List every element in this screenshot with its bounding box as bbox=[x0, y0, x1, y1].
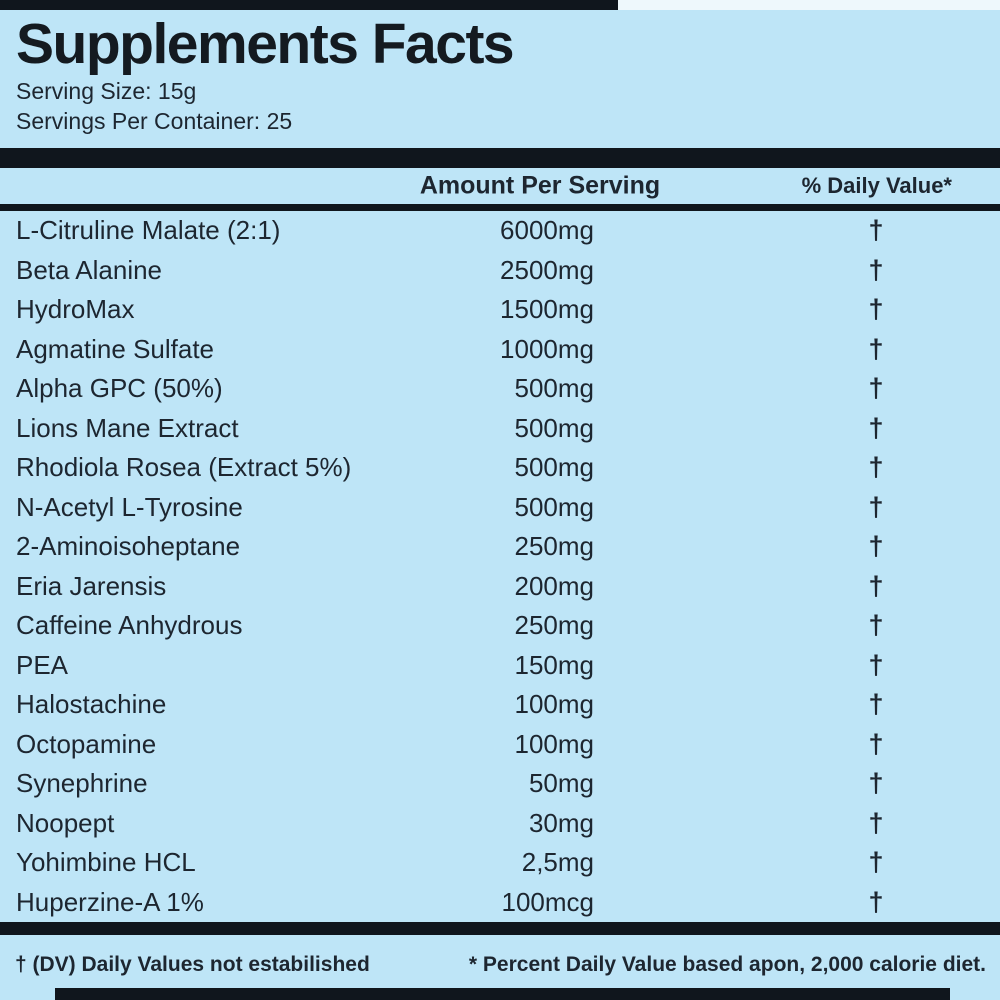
column-header-daily-value: % Daily Value* bbox=[801, 173, 952, 198]
table-row: N-Acetyl L-Tyrosine 500mg † bbox=[0, 488, 1000, 528]
top-border-bar bbox=[0, 0, 618, 10]
top-edge-strip bbox=[0, 0, 1000, 10]
table-row: Halostachine 100mg † bbox=[0, 685, 1000, 725]
ingredient-daily-value-dagger: † bbox=[868, 728, 884, 759]
ingredient-name: Octopamine bbox=[16, 728, 157, 759]
ingredient-daily-value-dagger: † bbox=[868, 847, 884, 878]
ingredient-name: L-Citruline Malate (2:1) bbox=[16, 215, 281, 246]
ingredient-amount: 500mg bbox=[514, 412, 595, 443]
divider-thick-bottom bbox=[0, 922, 1000, 935]
ingredient-amount: 1000mg bbox=[500, 333, 594, 364]
ingredient-name: Alpha GPC (50%) bbox=[16, 373, 223, 404]
ingredient-amount: 100mg bbox=[514, 689, 595, 720]
table-row: 2-Aminoisoheptane 250mg † bbox=[0, 527, 1000, 567]
footnote-daily-values-not-established: † (DV) Daily Values not estabilished bbox=[15, 952, 370, 976]
ingredient-amount: 30mg bbox=[528, 807, 594, 838]
ingredient-table: L-Citruline Malate (2:1) 6000mg † Beta A… bbox=[0, 211, 1000, 922]
table-row: Rhodiola Rosea (Extract 5%) 500mg † bbox=[0, 448, 1000, 488]
ingredient-daily-value-dagger: † bbox=[868, 570, 884, 601]
table-row: HydroMax 1500mg † bbox=[0, 290, 1000, 330]
ingredient-daily-value-dagger: † bbox=[868, 689, 884, 720]
table-row: Beta Alanine 2500mg † bbox=[0, 251, 1000, 291]
ingredient-amount: 150mg bbox=[514, 649, 595, 680]
ingredient-name: Caffeine Anhydrous bbox=[16, 610, 243, 641]
table-row: Huperzine-A 1% 100mcg † bbox=[0, 883, 1000, 923]
ingredient-amount: 500mg bbox=[514, 373, 595, 404]
ingredient-amount: 6000mg bbox=[500, 215, 594, 246]
ingredient-amount: 50mg bbox=[528, 768, 594, 799]
table-row: PEA 150mg † bbox=[0, 646, 1000, 686]
table-row: Caffeine Anhydrous 250mg † bbox=[0, 606, 1000, 646]
ingredient-daily-value-dagger: † bbox=[868, 649, 884, 680]
ingredient-name: Agmatine Sulfate bbox=[16, 333, 215, 364]
table-row: Alpha GPC (50%) 500mg † bbox=[0, 369, 1000, 409]
ingredient-name: Eria Jarensis bbox=[16, 570, 167, 601]
ingredient-daily-value-dagger: † bbox=[868, 610, 884, 641]
table-row: Yohimbine HCL 2,5mg † bbox=[0, 843, 1000, 883]
bottom-border-bar bbox=[55, 988, 950, 1000]
serving-size-text: Serving Size: 15g bbox=[16, 78, 197, 104]
table-row: Octopamine 100mg † bbox=[0, 725, 1000, 765]
ingredient-daily-value-dagger: † bbox=[868, 807, 884, 838]
ingredient-name: N-Acetyl L-Tyrosine bbox=[16, 491, 243, 522]
ingredient-amount: 250mg bbox=[514, 531, 595, 562]
table-row: Lions Mane Extract 500mg † bbox=[0, 409, 1000, 449]
table-row: L-Citruline Malate (2:1) 6000mg † bbox=[0, 211, 1000, 251]
ingredient-daily-value-dagger: † bbox=[868, 254, 884, 285]
page-title: Supplements Facts bbox=[16, 12, 515, 76]
ingredient-daily-value-dagger: † bbox=[868, 531, 884, 562]
ingredient-amount: 1500mg bbox=[500, 294, 594, 325]
ingredient-daily-value-dagger: † bbox=[868, 491, 884, 522]
ingredient-name: Lions Mane Extract bbox=[16, 412, 239, 443]
ingredient-name: Huperzine-A 1% bbox=[16, 886, 204, 917]
ingredient-amount: 2500mg bbox=[500, 254, 594, 285]
ingredient-daily-value-dagger: † bbox=[868, 768, 884, 799]
ingredient-amount: 100mg bbox=[514, 728, 595, 759]
ingredient-daily-value-dagger: † bbox=[868, 215, 884, 246]
ingredient-name: Noopept bbox=[16, 807, 115, 838]
ingredient-amount: 100mcg bbox=[501, 886, 595, 917]
column-header-amount-per-serving: Amount Per Serving bbox=[419, 171, 661, 200]
ingredient-amount: 500mg bbox=[514, 491, 595, 522]
ingredient-name: Yohimbine HCL bbox=[16, 847, 196, 878]
ingredient-name: PEA bbox=[16, 649, 69, 680]
ingredient-daily-value-dagger: † bbox=[868, 333, 884, 364]
servings-per-container-text: Servings Per Container: 25 bbox=[16, 108, 293, 134]
divider-under-header bbox=[0, 204, 1000, 211]
ingredient-daily-value-dagger: † bbox=[868, 373, 884, 404]
table-column-header: Amount Per Serving % Daily Value* bbox=[0, 168, 1000, 204]
ingredient-amount: 200mg bbox=[514, 570, 595, 601]
bottom-edge-strip bbox=[0, 988, 1000, 1000]
ingredient-name: Synephrine bbox=[16, 768, 148, 799]
ingredient-amount: 2,5mg bbox=[521, 847, 594, 878]
ingredient-daily-value-dagger: † bbox=[868, 886, 884, 917]
ingredient-name: Rhodiola Rosea (Extract 5%) bbox=[16, 452, 352, 483]
ingredient-daily-value-dagger: † bbox=[868, 452, 884, 483]
ingredient-amount: 250mg bbox=[514, 610, 595, 641]
table-row: Eria Jarensis 200mg † bbox=[0, 567, 1000, 607]
label-header: Supplements Facts Serving Size: 15g Serv… bbox=[0, 10, 1000, 148]
ingredient-name: HydroMax bbox=[16, 294, 135, 325]
ingredient-name: Beta Alanine bbox=[16, 254, 163, 285]
ingredient-name: Halostachine bbox=[16, 689, 167, 720]
footnotes: † (DV) Daily Values not estabilished * P… bbox=[0, 935, 1000, 988]
table-row: Noopept 30mg † bbox=[0, 804, 1000, 844]
ingredient-name: 2-Aminoisoheptane bbox=[16, 531, 241, 562]
footnote-percent-daily-value: * Percent Daily Value based apon, 2,000 … bbox=[468, 952, 986, 976]
ingredient-amount: 500mg bbox=[514, 452, 595, 483]
ingredient-daily-value-dagger: † bbox=[868, 412, 884, 443]
table-row: Synephrine 50mg † bbox=[0, 764, 1000, 804]
ingredient-daily-value-dagger: † bbox=[868, 294, 884, 325]
table-row: Agmatine Sulfate 1000mg † bbox=[0, 330, 1000, 370]
divider-thick-top bbox=[0, 148, 1000, 168]
